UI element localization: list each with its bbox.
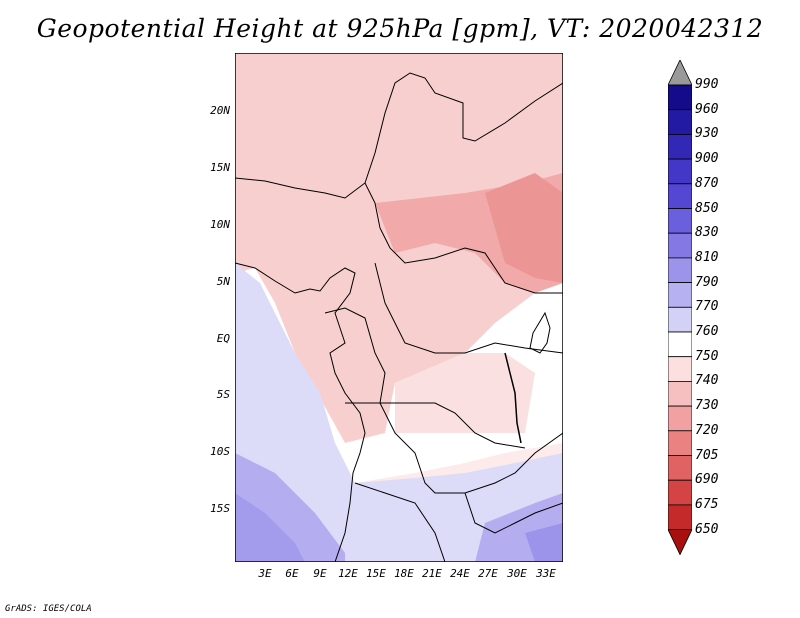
colorbar-level-label: 760 (695, 324, 719, 339)
colorbar-segment (668, 183, 692, 209)
lake-tanganyika (504, 352, 522, 444)
border-central (374, 262, 563, 354)
lon-label-12e: 12E (338, 567, 358, 580)
map-title: Geopotential Height at 925hPa [gpm], VT:… (36, 14, 764, 43)
colorbar-segment (668, 430, 692, 456)
colorbar-segment (668, 208, 692, 234)
colorbar-segment (668, 405, 692, 432)
colorbar-segment (668, 306, 692, 333)
colorbar-segment (668, 232, 692, 259)
lat-label-5s: 5S (216, 388, 230, 401)
border-sahel (364, 182, 563, 294)
colorbar-segment (668, 455, 692, 481)
colorbar-segment (668, 282, 692, 308)
lon-label-21e: 21E (422, 567, 442, 580)
colorbar-level-label: 675 (695, 496, 719, 512)
field-low-sw-deep (235, 493, 305, 562)
colorbar-segment (668, 109, 692, 135)
border-congo (324, 307, 563, 494)
field-low-se-deep (525, 523, 563, 562)
colorbar-segment (668, 356, 692, 382)
lon-label-30e: 30E (507, 567, 527, 580)
lat-label-20n: 20N (210, 104, 230, 117)
colorbar-level-label: 930 (695, 126, 719, 142)
colorbar-level-label: 720 (695, 422, 719, 438)
colorbar-level-label: 650 (695, 521, 719, 537)
colorbar-level-label: 740 (695, 373, 719, 389)
colorbar-level-label: 790 (695, 274, 719, 290)
colorbar-segment (668, 158, 692, 185)
colorbar-over-triangle (668, 60, 692, 86)
map-panel[interactable] (235, 53, 563, 562)
lat-label-15s: 15S (210, 502, 230, 515)
field-highest-east (485, 173, 563, 283)
lon-label-33e: 33E (536, 567, 556, 580)
lon-label-15e: 15E (366, 567, 386, 580)
lon-label-3e: 3E (258, 567, 272, 580)
colorbar-level-label: 870 (695, 175, 719, 191)
colorbar-level-label: 830 (695, 225, 719, 241)
colorbar-level-label: 960 (695, 101, 719, 117)
colorbar-level-label: 850 (695, 200, 719, 216)
colorbar-segment (668, 479, 692, 506)
lat-label-5n: 5N (216, 275, 230, 288)
grads-credit: GrADS: IGES/COLA (5, 604, 92, 614)
border-south-east (464, 492, 563, 534)
colorbar-segment (668, 504, 692, 530)
colorbar-segment (668, 84, 692, 111)
colorbar-segment (668, 257, 692, 283)
border-lake-region (345, 402, 526, 449)
colorbar-level-label: 730 (695, 398, 719, 414)
colorbar-segment (668, 380, 692, 407)
colorbar-level-label: 900 (695, 151, 719, 167)
lon-label-6e: 6E (285, 567, 299, 580)
colorbar-level-label: 990 (695, 77, 719, 92)
lon-label-9e: 9E (313, 567, 327, 580)
colorbar-segment (668, 331, 692, 358)
colorbar-level-label: 750 (695, 348, 719, 364)
lon-label-24e: 24E (450, 567, 470, 580)
colorbar-level-label: 705 (695, 447, 719, 463)
colorbar-under-triangle (668, 529, 692, 556)
lon-label-27e: 27E (478, 567, 498, 580)
field-light-pink-central (395, 353, 535, 433)
border-north (235, 72, 563, 199)
colorbar (668, 60, 692, 556)
lat-label-15n: 15N (210, 161, 230, 174)
border-south-west (354, 482, 446, 562)
lat-label-10s: 10S (210, 445, 230, 458)
coastline-west (235, 262, 366, 562)
lat-label-10n: 10N (210, 218, 230, 231)
map-canvas (235, 53, 563, 562)
colorbar-level-label: 810 (695, 249, 719, 265)
lon-label-18e: 18E (394, 567, 414, 580)
colorbar-level-label: 770 (695, 299, 719, 315)
lat-label-eq: EQ (216, 332, 230, 345)
lake-victoria (529, 311, 551, 354)
colorbar-segment (668, 134, 692, 160)
colorbar-level-label: 690 (695, 472, 719, 488)
